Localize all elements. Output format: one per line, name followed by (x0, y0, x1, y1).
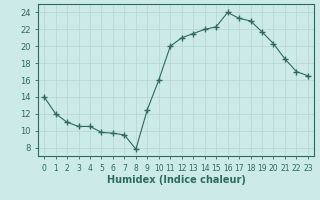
X-axis label: Humidex (Indice chaleur): Humidex (Indice chaleur) (107, 175, 245, 185)
